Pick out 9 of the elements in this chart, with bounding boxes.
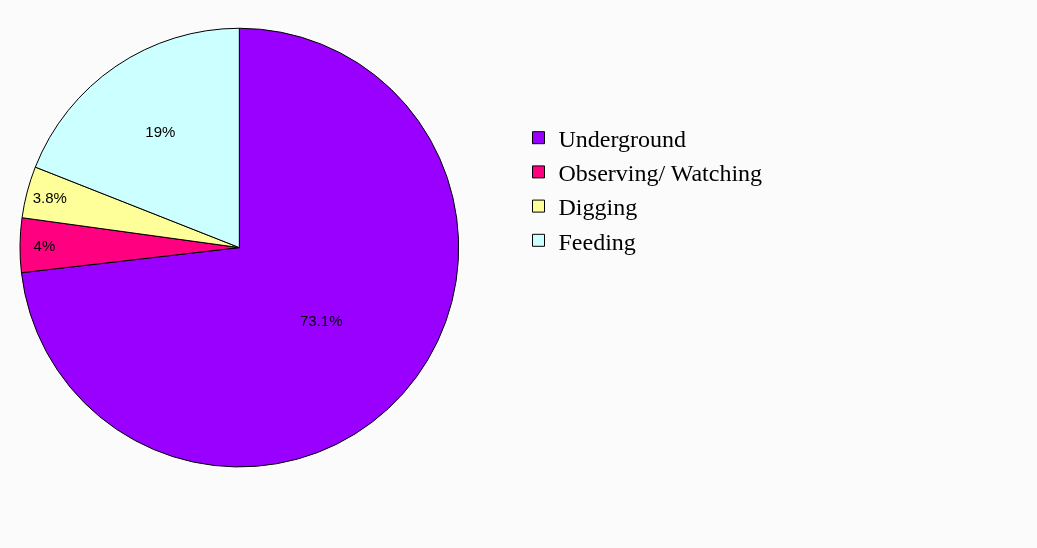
- data-label: 3.8%: [32, 189, 67, 207]
- legend-label: Observing/ Watching: [558, 160, 763, 187]
- data-label: 4%: [33, 236, 56, 254]
- pie-slice: [20, 27, 460, 468]
- data-label: 73.1%: [299, 312, 343, 330]
- data-label: 19%: [145, 123, 176, 141]
- legend-label: Digging: [558, 194, 638, 221]
- legend-label: Underground: [558, 126, 687, 153]
- legend-label: Feeding: [558, 228, 636, 255]
